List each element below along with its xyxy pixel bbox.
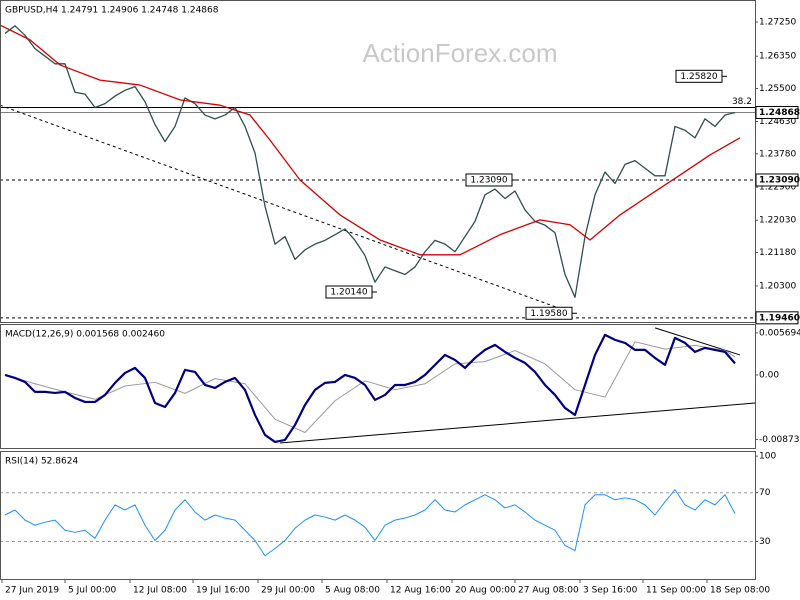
x-tick-label: 27 Aug 08:00 <box>518 586 579 596</box>
series-line <box>4 333 736 444</box>
y-tick-label: 1.20300 <box>759 281 796 291</box>
level-label: 1.23090 <box>759 175 800 185</box>
annotation-label: 1.25820 <box>680 72 717 82</box>
level-label-box <box>755 105 799 119</box>
y-tick-label: 70 <box>759 488 771 498</box>
plot-area <box>0 489 755 557</box>
series-line <box>0 24 741 256</box>
panel-frame <box>0 324 756 449</box>
annotation-label: 1.23090 <box>470 175 507 185</box>
panel-frame <box>0 0 756 323</box>
panel-frame <box>0 451 756 580</box>
annotation-box <box>465 173 513 187</box>
panel-title: RSI(14) 52.8624 <box>5 457 78 467</box>
x-tick-label: 20 Aug 00:00 <box>455 586 516 596</box>
y-tick-label: -0.008737 <box>759 435 800 445</box>
x-tick-label: 12 Aug 16:00 <box>390 586 451 596</box>
trend-line <box>279 402 755 444</box>
x-tick-label: 3 Sep 16:00 <box>583 586 638 596</box>
y-tick-label: 100 <box>759 452 776 462</box>
y-tick-label: 1.22900 <box>759 183 796 193</box>
annotation-box <box>325 285 373 299</box>
annotation-box <box>525 306 573 320</box>
panel-title: GBPUSD,H4 1.24791 1.24906 1.24748 1.2486… <box>5 6 219 16</box>
y-tick-label: 30 <box>759 537 771 547</box>
level-label-box <box>755 173 799 187</box>
x-tick-label: 19 Jul 16:00 <box>196 586 250 596</box>
y-tick-label: 1.24630 <box>759 117 796 127</box>
x-tick-label: 18 Sep 08:00 <box>710 586 770 596</box>
x-tick-label: 29 Jul 00:00 <box>261 586 315 596</box>
y-tick-label: 1.23780 <box>759 149 796 159</box>
plot-area <box>4 327 755 444</box>
y-tick-label: 1.26350 <box>759 52 796 62</box>
y-tick-label: 1.21180 <box>759 248 796 258</box>
y-tick-label: 1.25500 <box>759 84 796 94</box>
x-tick-label: 5 Aug 08:00 <box>325 586 380 596</box>
level-label: 1.19460 <box>759 313 800 323</box>
annotation-box <box>675 69 723 83</box>
level-label-box <box>755 311 799 325</box>
series-line <box>4 341 736 433</box>
watermark: ActionForex.com <box>362 38 557 68</box>
plot-area <box>0 24 755 319</box>
level-label: 1.24868 <box>759 108 800 118</box>
x-tick-label: 11 Sep 00:00 <box>646 586 706 596</box>
trend-line <box>654 327 741 356</box>
fib-label: 38.2 <box>732 97 752 107</box>
series-line <box>4 489 736 557</box>
y-tick-label: 1.27250 <box>759 18 796 28</box>
y-tick-label: 1.22030 <box>759 216 796 226</box>
trend-line <box>0 104 571 313</box>
series-line <box>4 25 736 298</box>
y-tick-label: 0.005694 <box>759 328 800 338</box>
x-tick-label: 27 Jun 2019 <box>5 586 59 596</box>
annotation-label: 1.19580 <box>530 309 567 319</box>
x-tick-label: 5 Jul 00:00 <box>68 586 117 596</box>
x-tick-label: 12 Jul 08:00 <box>133 586 187 596</box>
y-tick-label: 0.00 <box>759 370 779 380</box>
panel-title: MACD(12,26,9) 0.001568 0.002460 <box>5 330 165 340</box>
annotation-label: 1.20140 <box>330 288 367 298</box>
